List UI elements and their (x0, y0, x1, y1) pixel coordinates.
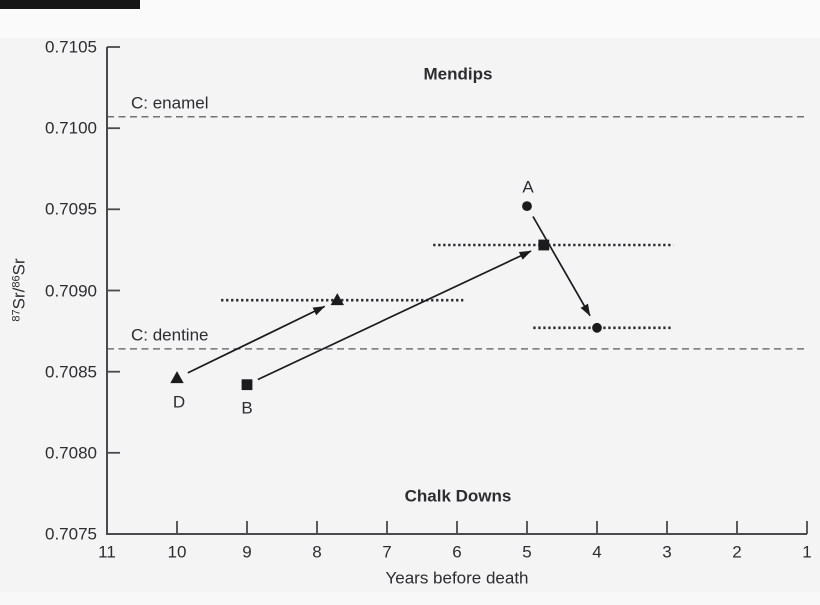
marker-triangle-D2 (330, 293, 344, 306)
y-title-superscript-87: 87 (10, 309, 23, 322)
point-label-D: D (172, 392, 186, 412)
x-tick-label-1: 1 (802, 542, 812, 562)
y-axis-title: 87Sr/86Sr (9, 258, 29, 322)
x-tick-label-8: 8 (312, 542, 322, 562)
region-label-chalk-downs: Chalk Downs (404, 486, 512, 506)
marker-triangle-D (170, 371, 184, 384)
ref-label-enamel: C: enamel (131, 93, 209, 113)
y-tick-label-0.7075: 0.7075 (45, 524, 97, 544)
y-title-superscript-86: 86 (10, 275, 23, 288)
marker-square-B2 (538, 239, 550, 251)
x-tick-label-2: 2 (732, 542, 742, 562)
x-tick-label-4: 4 (592, 542, 602, 562)
x-tick-label-10: 10 (167, 542, 187, 562)
arrow-D-to-D2 (187, 305, 326, 374)
x-tick-label-9: 9 (242, 542, 252, 562)
y-tick-label-0.7100: 0.7100 (45, 118, 97, 138)
y-tick-label-0.7080: 0.7080 (45, 443, 97, 463)
x-tick-label-5: 5 (522, 542, 532, 562)
arrow-B-to-B2 (257, 250, 532, 381)
y-title-mid: Sr/ (9, 287, 29, 310)
y-title-end: Sr (9, 258, 29, 276)
marker-circle-A (522, 201, 532, 212)
marker-circle-A2 (592, 322, 602, 333)
background-bottom-band (0, 592, 820, 605)
scan-artifact-bar (0, 0, 140, 9)
point-label-B: B (241, 398, 253, 418)
y-tick-label-0.7095: 0.7095 (45, 199, 97, 219)
arrow-A-to-A2 (532, 216, 591, 317)
y-tick-label-0.7105: 0.7105 (45, 37, 97, 57)
y-tick-label-0.7085: 0.7085 (45, 362, 97, 382)
x-tick-label-11: 11 (98, 542, 116, 562)
marker-square-B (241, 379, 253, 391)
x-tick-label-7: 7 (382, 542, 392, 562)
x-tick-label-3: 3 (662, 542, 672, 562)
ref-label-dentine: C: dentine (131, 325, 209, 345)
x-tick-label-6: 6 (452, 542, 462, 562)
x-axis-title: Years before death (385, 568, 529, 588)
region-label-mendips: Mendips (423, 64, 493, 84)
point-label-A: A (522, 177, 534, 197)
y-tick-label-0.7090: 0.7090 (45, 281, 97, 301)
